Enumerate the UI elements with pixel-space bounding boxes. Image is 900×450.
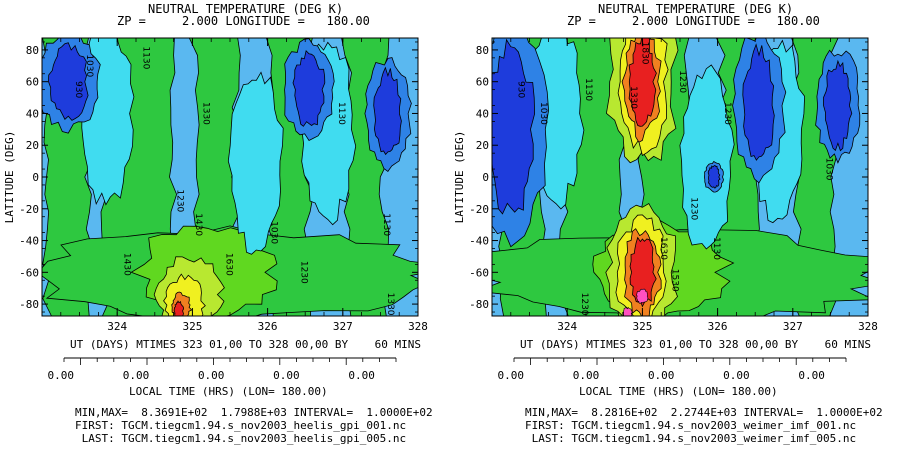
x-tick-label: 326 [258, 320, 278, 333]
y-tick-label: 20 [476, 139, 489, 152]
contour-region [292, 49, 326, 127]
contour-label: 1430 [193, 213, 203, 236]
y-tick-label: 20 [26, 139, 39, 152]
contour-region [823, 59, 853, 152]
contour-fill [42, 38, 418, 316]
contour-label: 1230 [722, 102, 732, 125]
x-tick-label: 327 [333, 320, 353, 333]
y-tick-label: 60 [476, 76, 489, 89]
y-tick-label: 60 [26, 76, 39, 89]
contour-region [492, 38, 536, 215]
contour-label: 1630 [223, 253, 233, 276]
y-tick-label: -60 [19, 266, 39, 279]
local-time-tick-label: 0.00 [348, 369, 375, 382]
local-time-label: LOCAL TIME (HRS) (LON= 180.00) [579, 385, 778, 398]
chart-title: NEUTRAL TEMPERATURE (DEG K) [148, 2, 344, 16]
contour-label: 1030 [268, 221, 278, 244]
local-time-label: LOCAL TIME (HRS) (LON= 180.00) [129, 385, 328, 398]
contour-region [707, 164, 721, 189]
chart-subtitle: ZP = 2.000 LONGITUDE = 180.00 [117, 14, 370, 28]
right-panel: NEUTRAL TEMPERATURE (DEG K) ZP = 2.000 L… [450, 0, 900, 450]
contour-label: 1530 [669, 269, 679, 292]
local-time-tick-label: 0.00 [648, 369, 675, 382]
contour-region [227, 71, 284, 255]
local-time-tick-label: 0.00 [198, 369, 225, 382]
contour-fill [492, 38, 868, 316]
y-axis-label: LATITUDE (DEG) [3, 131, 16, 224]
contour-label: 1830 [639, 42, 649, 65]
x-tick-label: 325 [632, 320, 652, 333]
contour-label: 1030 [538, 102, 548, 125]
x-tick-label: 328 [858, 320, 878, 333]
contour-region [628, 38, 657, 127]
minmax-line: MIN,MAX= 8.2816E+02 2.2744E+03 INTERVAL=… [525, 406, 883, 419]
first-file-line: FIRST: TGCM.tiegcm1.94.s_nov2003_weimer_… [525, 419, 857, 432]
y-axis-label: LATITUDE (DEG) [453, 131, 466, 224]
contour-label: 1630 [658, 237, 668, 260]
contour-region [173, 300, 185, 316]
y-tick-label: 40 [26, 107, 39, 120]
local-time-tick-label: 0.00 [723, 369, 750, 382]
y-tick-label: 40 [476, 107, 489, 120]
local-time-tick-label: 0.00 [573, 369, 600, 382]
contour-label: 1430 [122, 253, 132, 276]
y-tick-label: -20 [19, 203, 39, 216]
contour-region [742, 43, 775, 161]
contour-label: 1230 [677, 70, 687, 93]
contour-label: 1330 [201, 102, 211, 125]
contour-region [48, 42, 89, 121]
chart-subtitle: ZP = 2.000 LONGITUDE = 180.00 [567, 14, 820, 28]
contour-region [679, 64, 735, 250]
last-file-line: LAST: TGCM.tiegcm1.94.s_nov2003_weimer_i… [525, 432, 857, 445]
contour-label: 930 [73, 81, 83, 98]
contour-label: 1130 [336, 102, 346, 125]
contour-label: 1130 [583, 78, 593, 101]
y-tick-label: 80 [476, 44, 489, 57]
y-tick-label: -80 [469, 298, 489, 311]
last-file-line: LAST: TGCM.tiegcm1.94.s_nov2003_heelis_g… [75, 432, 407, 445]
contour-label: 1130 [711, 237, 721, 260]
contour-label: 1130 [381, 213, 391, 236]
first-file-line: FIRST: TGCM.tiegcm1.94.s_nov2003_heelis_… [75, 419, 407, 432]
contour-region [373, 66, 402, 156]
local-time-tick-label: 0.00 [498, 369, 525, 382]
minmax-line: MIN,MAX= 8.3691E+02 1.7988E+03 INTERVAL=… [75, 406, 433, 419]
x-axis-label: UT (DAYS) MTIMES 323 01,00 TO 328 00,00 … [520, 338, 871, 351]
chart-title: NEUTRAL TEMPERATURE (DEG K) [598, 2, 794, 16]
left-panel: NEUTRAL TEMPERATURE (DEG K) ZP = 2.000 L… [3, 2, 433, 445]
y-tick-label: -80 [19, 298, 39, 311]
x-tick-label: 328 [408, 320, 428, 333]
local-time-tick-label: 0.00 [123, 369, 150, 382]
y-tick-label: 0 [32, 171, 39, 184]
contour-label: 1230 [174, 189, 184, 212]
x-tick-label: 325 [182, 320, 202, 333]
y-tick-label: 0 [482, 171, 489, 184]
x-axis-label: UT (DAYS) MTIMES 323 01,00 TO 328 00,00 … [70, 338, 421, 351]
local-time-tick-label: 0.00 [48, 369, 75, 382]
y-tick-label: 80 [26, 44, 39, 57]
contour-region [622, 306, 633, 316]
contour-label: 1030 [84, 54, 94, 77]
contour-label: 1230 [298, 261, 308, 284]
local-time-tick-label: 0.00 [273, 369, 300, 382]
contour-label: 1330 [628, 86, 638, 109]
contour-label: 930 [515, 81, 525, 98]
x-tick-label: 324 [107, 320, 127, 333]
contour-label: 1130 [141, 46, 151, 69]
contour-label: 1030 [824, 158, 834, 181]
contour-label: 1230 [688, 197, 698, 220]
x-tick-label: 326 [708, 320, 728, 333]
y-tick-label: -20 [469, 203, 489, 216]
contour-label: 1230 [579, 293, 589, 316]
y-tick-label: -40 [19, 235, 39, 248]
contour-label: 1330 [385, 293, 395, 316]
y-tick-label: -60 [469, 266, 489, 279]
x-tick-label: 324 [557, 320, 577, 333]
y-tick-label: -40 [469, 235, 489, 248]
local-time-tick-label: 0.00 [798, 369, 825, 382]
contour-region [636, 288, 649, 304]
x-tick-label: 327 [783, 320, 803, 333]
